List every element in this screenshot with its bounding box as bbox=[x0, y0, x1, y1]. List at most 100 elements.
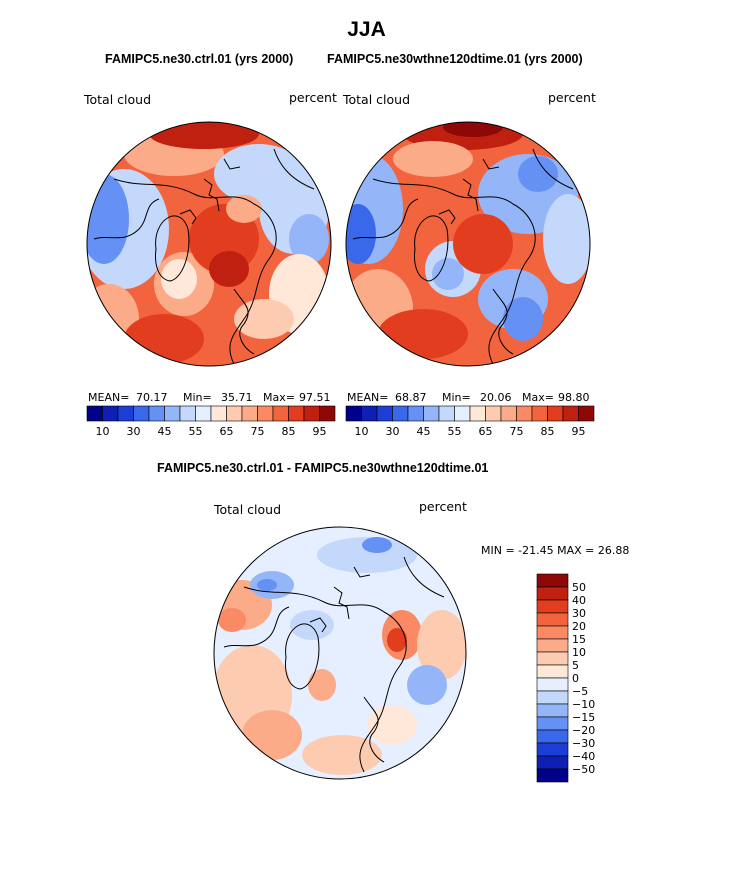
colorbar-diff-level-label: 10 bbox=[572, 646, 586, 659]
colorbar-right-tick-label: 30 bbox=[386, 425, 400, 438]
colorbar-right-swatch bbox=[469, 405, 486, 422]
colorbar-right-swatch bbox=[423, 405, 440, 422]
colorbar-left-tick-label: 95 bbox=[313, 425, 327, 438]
colorbar-diff-swatch bbox=[536, 768, 569, 783]
colorbar-right-swatch bbox=[407, 405, 424, 422]
colorbar-right-swatch bbox=[562, 405, 579, 422]
colorbar-left-tick-label: 30 bbox=[127, 425, 141, 438]
colorbar-left-tick-label: 10 bbox=[96, 425, 110, 438]
map-left bbox=[86, 121, 332, 367]
colorbar-diff-level-label: 40 bbox=[572, 594, 586, 607]
colorbar-diff-level-label: −20 bbox=[572, 724, 595, 737]
map-right bbox=[345, 121, 591, 367]
right-variable-label: Total cloud bbox=[343, 92, 411, 107]
colorbar-diff-level-label: −10 bbox=[572, 698, 595, 711]
colorbar-diff-level-label: −50 bbox=[572, 763, 595, 776]
colorbar-left-tick-label: 85 bbox=[282, 425, 296, 438]
colorbar-diff-swatch bbox=[536, 755, 569, 770]
left-max-value: 97.51 bbox=[299, 391, 331, 404]
colorbar-diff-level-label: 0 bbox=[572, 672, 579, 685]
diff-title: FAMIPC5.ne30.ctrl.01 - FAMIPC5.ne30wthne… bbox=[157, 461, 489, 475]
left-units-label: percent bbox=[289, 90, 337, 105]
colorbar-left-swatch bbox=[133, 405, 150, 422]
left-min-value: 35.71 bbox=[221, 391, 253, 404]
colorbar-right-swatch bbox=[392, 405, 409, 422]
colorbar-right-swatch bbox=[345, 405, 362, 422]
colorbar-left: 10 30 45 55 65 75 85 95 bbox=[86, 405, 336, 438]
diff-minmax: MIN = -21.45 MAX = 26.88 bbox=[481, 544, 630, 557]
right-mean-label: MEAN= bbox=[347, 391, 389, 404]
colorbar-diff-level-label: −40 bbox=[572, 750, 595, 763]
colorbar-right-tick-label: 95 bbox=[572, 425, 586, 438]
colorbar-left-swatch bbox=[179, 405, 196, 422]
colorbar-right-swatch bbox=[531, 405, 548, 422]
colorbar-left-swatch bbox=[272, 405, 289, 422]
right-mean-value: 68.87 bbox=[395, 391, 427, 404]
colorbar-right-tick-label: 65 bbox=[479, 425, 493, 438]
colorbar-right-swatch bbox=[438, 405, 455, 422]
colorbar-left-tick-label: 55 bbox=[189, 425, 203, 438]
colorbar-left-swatch bbox=[210, 405, 227, 422]
colorbar-left-swatch bbox=[164, 405, 181, 422]
colorbar-diff-swatch bbox=[536, 586, 569, 601]
colorbar-diff-swatch bbox=[536, 729, 569, 744]
colorbar-right-swatch bbox=[500, 405, 517, 422]
diff-units-label: percent bbox=[419, 499, 467, 514]
colorbar-right-swatch bbox=[485, 405, 502, 422]
colorbar-diff-swatch bbox=[536, 612, 569, 627]
colorbar-diff-swatch bbox=[536, 742, 569, 757]
colorbar-right-tick-label: 10 bbox=[355, 425, 369, 438]
colorbar-diff-level-label: −5 bbox=[572, 685, 588, 698]
right-max-label: Max= bbox=[522, 391, 554, 404]
subtitle-right: FAMIPC5.ne30wthne120dtime.01 (yrs 2000) bbox=[327, 52, 583, 66]
colorbar-diff-swatch bbox=[536, 677, 569, 692]
colorbar-diff-level-label: 50 bbox=[572, 581, 586, 594]
colorbar-left-swatch bbox=[288, 405, 305, 422]
season-title: JJA bbox=[347, 18, 386, 41]
colorbar-diff-swatch bbox=[536, 690, 569, 705]
colorbar-diff-swatch bbox=[536, 625, 569, 640]
colorbar-left-swatch bbox=[86, 405, 103, 422]
colorbar-diff-level-label: 15 bbox=[572, 633, 586, 646]
colorbar-right-tick-label: 75 bbox=[510, 425, 524, 438]
colorbar-left-tick-label: 45 bbox=[158, 425, 172, 438]
colorbar-diff-swatch bbox=[536, 573, 569, 588]
colorbar-diff-swatch bbox=[536, 638, 569, 653]
map-diff bbox=[213, 526, 467, 780]
right-max-value: 98.80 bbox=[558, 391, 590, 404]
colorbar-left-swatch bbox=[117, 405, 134, 422]
colorbar-diff-level-label: 5 bbox=[572, 659, 579, 672]
diff-variable-label: Total cloud bbox=[214, 502, 282, 517]
colorbar-left-swatch bbox=[226, 405, 243, 422]
right-min-value: 20.06 bbox=[480, 391, 512, 404]
colorbar-right-swatch bbox=[361, 405, 378, 422]
right-min-label: Min= bbox=[442, 391, 471, 404]
colorbar-right-swatch bbox=[547, 405, 564, 422]
colorbar-diff-swatch bbox=[536, 716, 569, 731]
colorbar-left-swatch bbox=[102, 405, 119, 422]
right-units-label: percent bbox=[548, 90, 596, 105]
colorbar-right-swatch bbox=[516, 405, 533, 422]
colorbar-diff-level-label: 30 bbox=[572, 607, 586, 620]
colorbar-diff-swatch bbox=[536, 664, 569, 679]
colorbar-diff-level-label: −15 bbox=[572, 711, 595, 724]
colorbar-right: 10 30 45 55 65 75 85 95 bbox=[345, 405, 595, 438]
colorbar-left-swatch bbox=[303, 405, 320, 422]
subtitle-left: FAMIPC5.ne30.ctrl.01 (yrs 2000) bbox=[105, 52, 294, 66]
colorbar-left-swatch bbox=[195, 405, 212, 422]
colorbar-right-tick-label: 85 bbox=[541, 425, 555, 438]
colorbar-left-tick-label: 65 bbox=[220, 425, 234, 438]
left-mean-value: 70.17 bbox=[136, 391, 168, 404]
left-mean-label: MEAN= bbox=[88, 391, 130, 404]
colorbar-left-swatch bbox=[319, 405, 336, 422]
colorbar-diff-level-label: −30 bbox=[572, 737, 595, 750]
left-min-label: Min= bbox=[183, 391, 212, 404]
colorbar-right-swatch bbox=[454, 405, 471, 422]
colorbar-diff-level-label: 20 bbox=[572, 620, 586, 633]
colorbar-right-tick-label: 45 bbox=[417, 425, 431, 438]
colorbar-right-tick-label: 55 bbox=[448, 425, 462, 438]
left-variable-label: Total cloud bbox=[84, 92, 152, 107]
colorbar-right-swatch bbox=[578, 405, 595, 422]
colorbar-right-swatch bbox=[376, 405, 393, 422]
